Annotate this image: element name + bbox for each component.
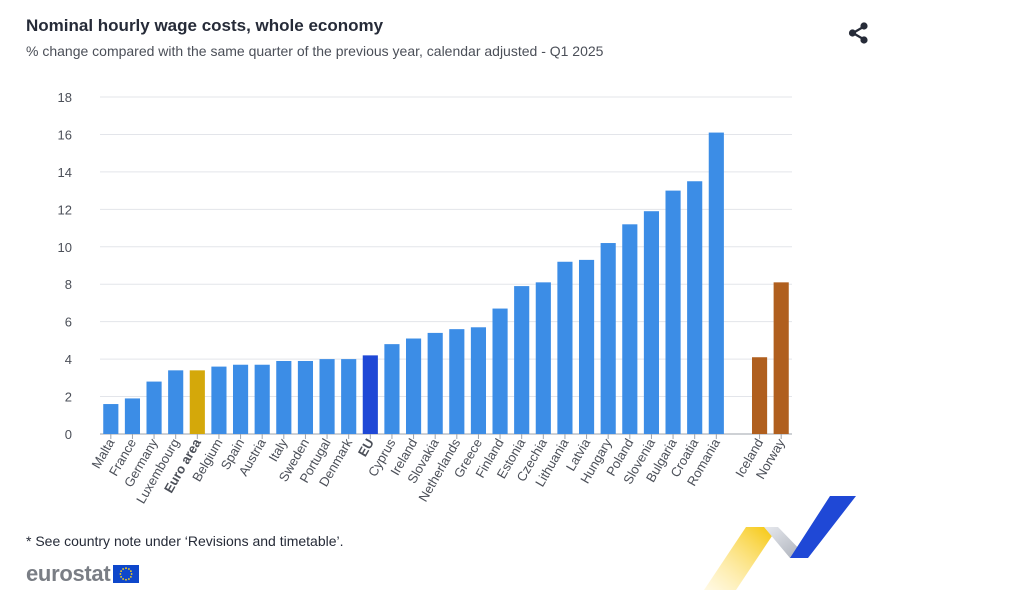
bar-austria [254,364,270,434]
y-tick-label: 16 [58,127,72,142]
y-tick-label: 2 [65,390,72,405]
bar-estonia [514,286,530,434]
y-tick-label: 12 [58,202,72,217]
bar-belgium [211,366,227,434]
bar-czechia [535,282,551,434]
bar-luxembourg [168,370,184,434]
bar-norway [773,282,789,434]
y-tick-label: 10 [58,240,72,255]
bar-romania [708,132,724,435]
eurostat-logo[interactable]: eurostat [26,561,140,587]
bar-ireland [405,338,422,434]
bar-spain [232,364,249,434]
bar-lithuania [557,261,573,434]
bar-slovakia [427,332,443,434]
chart-subtitle: % change compared with the same quarter … [26,43,604,59]
chart-title: Nominal hourly wage costs, whole economy [26,16,384,35]
bar-denmark [341,359,357,434]
bar-slovenia [643,211,660,434]
bar-cyprus [384,344,400,434]
y-tick-label: 6 [65,315,72,330]
bar-hungary [600,243,616,434]
eu-flag-icon [113,565,140,583]
y-tick-label: 8 [65,277,72,292]
bar-netherlands [449,329,465,434]
chart-bars [103,132,789,435]
y-tick-label: 4 [65,352,72,367]
bar-sweden [297,360,314,434]
bar-iceland [751,357,768,434]
bar-eu [362,355,378,434]
bar-bulgaria [665,190,681,434]
bar-euro-area [189,370,205,434]
bar-finland [492,308,508,434]
share-icon[interactable] [846,20,872,46]
bar-croatia [687,181,703,434]
bar-latvia [578,259,595,434]
y-tick-label: 18 [58,90,72,105]
bar-germany [146,381,162,434]
bar-portugal [319,359,335,434]
decorative-ribbon [704,496,856,590]
y-tick-label: 14 [58,165,72,180]
bar-greece [470,327,487,434]
bar-poland [622,224,638,434]
logo-text: eurostat [26,561,111,586]
bar-france [124,398,141,434]
bar-italy [276,360,292,434]
bar-malta [103,404,119,434]
y-tick-label: 0 [65,427,72,442]
footnote: * See country note under ‘Revisions and … [26,533,344,549]
